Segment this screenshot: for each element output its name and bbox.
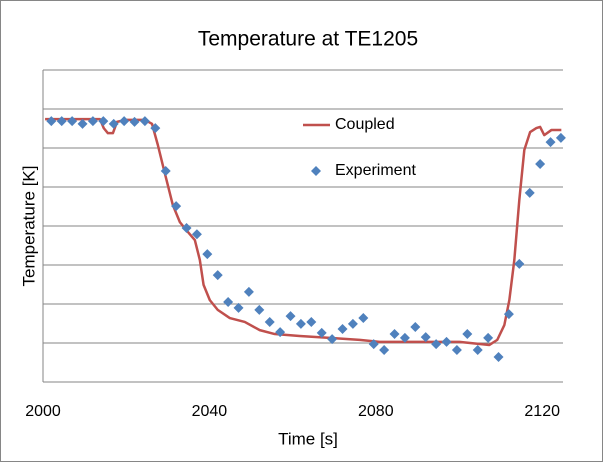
marker bbox=[254, 304, 265, 315]
marker bbox=[233, 302, 244, 313]
marker bbox=[191, 229, 202, 240]
marker bbox=[420, 332, 431, 343]
x-tick-label: 2120 bbox=[524, 403, 560, 420]
marker bbox=[399, 332, 410, 343]
x-tick-label: 2080 bbox=[358, 403, 394, 420]
marker bbox=[535, 158, 546, 169]
marker bbox=[87, 116, 98, 127]
marker bbox=[129, 116, 140, 127]
marker bbox=[545, 137, 556, 148]
marker bbox=[108, 118, 119, 129]
marker bbox=[483, 332, 494, 343]
marker bbox=[337, 323, 348, 334]
legend-swatch bbox=[311, 166, 321, 176]
marker bbox=[56, 116, 67, 127]
y-axis-label: Temperature [K] bbox=[19, 166, 38, 287]
marker bbox=[555, 132, 566, 143]
marker bbox=[410, 322, 421, 333]
marker bbox=[306, 316, 317, 327]
x-tick-label: 2000 bbox=[25, 403, 61, 420]
marker bbox=[264, 316, 275, 327]
marker bbox=[223, 297, 234, 308]
marker bbox=[462, 329, 473, 340]
marker bbox=[212, 270, 223, 281]
marker bbox=[150, 123, 161, 134]
marker bbox=[295, 318, 306, 329]
marker bbox=[441, 336, 452, 347]
marker bbox=[379, 345, 390, 356]
marker bbox=[46, 116, 57, 127]
marker bbox=[451, 345, 462, 356]
legend-label: Coupled bbox=[335, 116, 395, 133]
marker bbox=[98, 116, 109, 127]
marker bbox=[139, 116, 150, 127]
x-tick-label: 2040 bbox=[192, 403, 228, 420]
marker bbox=[524, 187, 535, 198]
marker bbox=[171, 201, 182, 212]
marker bbox=[160, 166, 171, 177]
legend-label: Experiment bbox=[335, 162, 416, 179]
marker bbox=[275, 327, 286, 338]
marker bbox=[181, 222, 192, 233]
marker bbox=[327, 334, 338, 345]
chart-title: Temperature at TE1205 bbox=[198, 28, 418, 51]
marker bbox=[514, 258, 525, 269]
marker bbox=[243, 286, 254, 297]
marker bbox=[347, 318, 358, 329]
marker bbox=[389, 329, 400, 340]
marker bbox=[285, 311, 296, 322]
marker bbox=[67, 116, 78, 127]
marker bbox=[493, 352, 504, 363]
marker bbox=[431, 339, 442, 350]
marker bbox=[77, 118, 88, 129]
marker bbox=[202, 249, 213, 260]
marker bbox=[503, 309, 514, 320]
marker bbox=[119, 116, 130, 127]
marker bbox=[472, 345, 483, 356]
marker bbox=[316, 327, 327, 338]
x-axis-label: Time [s] bbox=[278, 429, 338, 448]
marker bbox=[368, 339, 379, 350]
marker bbox=[358, 313, 369, 324]
